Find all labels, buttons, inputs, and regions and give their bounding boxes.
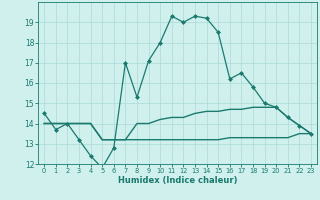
X-axis label: Humidex (Indice chaleur): Humidex (Indice chaleur) — [118, 176, 237, 185]
